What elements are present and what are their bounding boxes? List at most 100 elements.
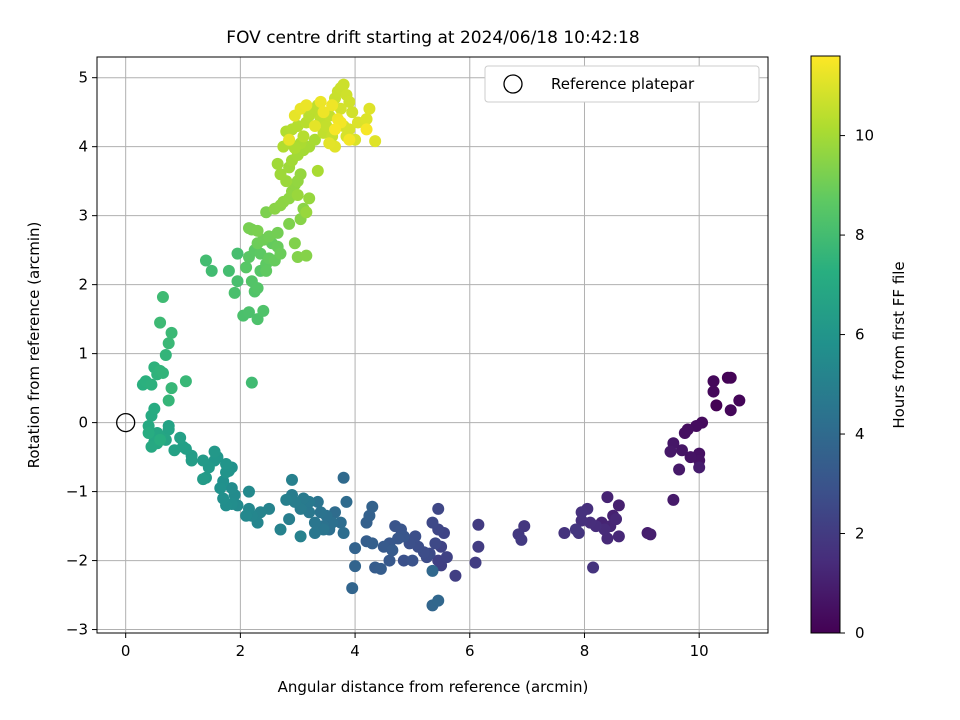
data-point — [197, 454, 210, 467]
plot-frame — [96, 56, 769, 634]
data-point — [314, 506, 327, 519]
data-point — [612, 499, 625, 512]
x-tick-label: 0 — [121, 642, 131, 660]
data-point — [707, 385, 720, 398]
colorbar-gradient — [810, 55, 841, 634]
data-point — [349, 542, 362, 555]
data-point — [311, 495, 324, 508]
data-point — [612, 530, 625, 543]
data-point — [386, 544, 399, 557]
data-point — [168, 444, 181, 457]
data-point — [369, 135, 382, 148]
data-point — [569, 523, 582, 536]
data-point — [678, 426, 691, 439]
data-point — [231, 275, 244, 288]
data-point — [575, 514, 588, 527]
y-tick-label: −3 — [66, 621, 88, 639]
data-point — [317, 106, 330, 119]
x-tick-label: 10 — [690, 642, 709, 660]
data-point — [199, 254, 212, 267]
colorbar-tick-label: 0 — [855, 624, 865, 642]
data-point — [311, 164, 324, 177]
data-point — [222, 264, 235, 277]
data-point — [601, 491, 614, 504]
legend-box — [484, 65, 760, 103]
data-point — [363, 102, 376, 115]
data-point — [231, 247, 244, 260]
data-point — [280, 493, 293, 506]
data-point — [397, 554, 410, 567]
data-point — [337, 78, 350, 91]
data-point — [360, 113, 373, 126]
colorbar-tick-label: 8 — [855, 226, 865, 244]
data-point — [406, 554, 419, 567]
data-point — [162, 394, 175, 407]
data-point — [260, 264, 273, 277]
data-point — [693, 461, 706, 474]
y-tick-label: 2 — [78, 276, 88, 294]
data-point — [707, 375, 720, 388]
data-point — [242, 306, 255, 319]
data-point — [185, 454, 198, 467]
data-point — [300, 99, 313, 112]
data-point — [228, 286, 241, 299]
reference-point-marker — [116, 412, 136, 433]
data-point — [225, 482, 238, 495]
y-tick-label: 0 — [78, 414, 88, 432]
legend-marker-icon — [503, 74, 523, 94]
legend-entry-reference-platepar: Reference platepar — [551, 75, 695, 93]
data-point — [472, 518, 485, 531]
data-point — [349, 560, 362, 573]
data-point — [214, 482, 227, 495]
y-tick-label: 5 — [78, 69, 88, 87]
data-point — [291, 188, 304, 201]
data-point — [297, 130, 310, 143]
data-point — [154, 433, 167, 446]
data-point — [220, 457, 233, 470]
data-point — [673, 463, 686, 476]
data-point — [162, 337, 175, 350]
data-point — [283, 217, 296, 230]
data-point — [667, 493, 680, 506]
data-point — [449, 569, 462, 582]
data-point — [334, 516, 347, 529]
data-point — [675, 444, 688, 457]
data-point — [288, 237, 301, 250]
y-tick-label: −2 — [66, 552, 88, 570]
data-point — [440, 551, 453, 564]
data-point — [383, 554, 396, 567]
data-point — [308, 526, 321, 539]
data-point — [165, 382, 178, 395]
data-point — [300, 206, 313, 219]
data-point — [323, 137, 336, 150]
data-point — [240, 509, 253, 522]
data-point — [469, 556, 482, 569]
data-point — [340, 495, 353, 508]
data-point — [242, 485, 255, 498]
data-point — [724, 404, 737, 417]
y-axis-label: Rotation from reference (arcmin) — [25, 222, 43, 469]
data-point — [208, 445, 221, 458]
data-point — [145, 378, 158, 391]
data-point — [283, 133, 296, 146]
data-point — [343, 95, 356, 108]
data-point — [329, 123, 342, 136]
data-point — [148, 402, 161, 415]
data-point — [303, 192, 316, 205]
data-point — [472, 540, 485, 553]
data-point — [156, 291, 169, 304]
data-point — [271, 226, 284, 239]
data-point — [274, 523, 287, 536]
x-tick-label: 4 — [350, 642, 360, 660]
data-point — [360, 123, 373, 136]
data-point — [205, 264, 218, 277]
data-point — [326, 99, 339, 112]
data-point — [337, 526, 350, 539]
data-point — [587, 561, 600, 574]
data-point — [346, 106, 359, 119]
data-point — [710, 399, 723, 412]
data-point — [154, 316, 167, 329]
colorbar-tick-label: 2 — [855, 525, 865, 543]
